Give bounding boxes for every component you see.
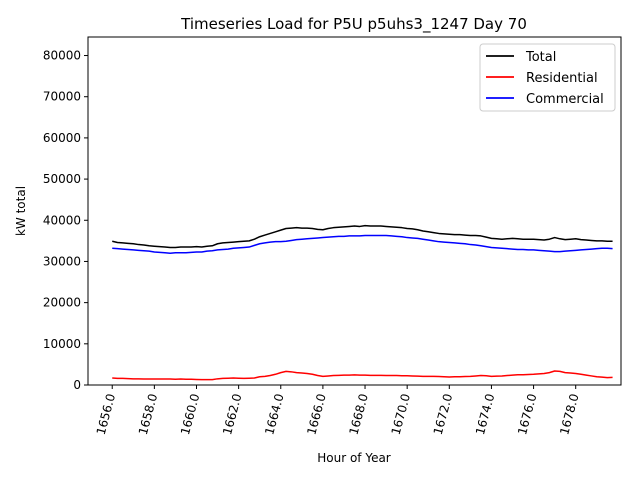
y-axis-label: kW total [14, 186, 28, 236]
chart-title: Timeseries Load for P5U p5uhs3_1247 Day … [180, 15, 527, 34]
y-tick-label: 30000 [43, 254, 81, 268]
y-tick-label: 80000 [43, 49, 81, 63]
y-tick-label: 50000 [43, 172, 81, 186]
series-line-residential [112, 370, 613, 381]
series-line-total [112, 224, 613, 249]
y-tick-label: 70000 [43, 90, 81, 104]
y-tick-label: 10000 [43, 337, 81, 351]
legend-label-total: Total [525, 50, 556, 65]
plot-lines [112, 224, 613, 381]
legend: Total Residential Commercial [479, 43, 616, 112]
x-axis-label: Hour of Year [317, 451, 391, 465]
y-tick-label: 40000 [43, 213, 81, 227]
plot-area-frame [87, 36, 622, 386]
y-axis: 0 10000 20000 30000 40000 50000 60000 70000 8000… [43, 49, 88, 392]
legend-label-commercial: Commercial [526, 92, 604, 107]
legend-box [479, 43, 616, 112]
y-tick-label: 0 [73, 378, 81, 392]
legend-label-residential: Residential [526, 71, 598, 86]
y-tick-label: 60000 [43, 131, 81, 145]
series-line-commercial [112, 234, 613, 254]
y-tick-label: 20000 [43, 296, 81, 310]
